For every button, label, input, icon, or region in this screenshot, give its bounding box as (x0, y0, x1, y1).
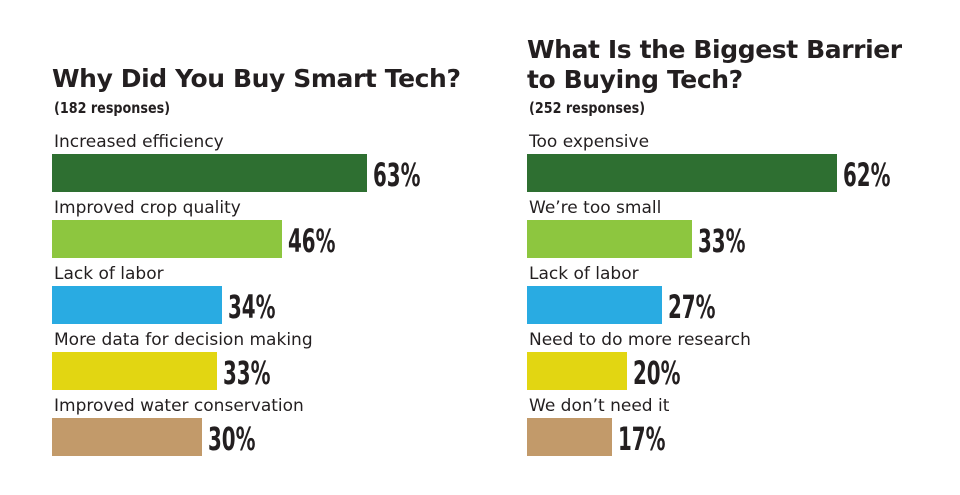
bar (527, 220, 692, 258)
value-label: 33% (223, 354, 271, 392)
value-label: 17% (618, 420, 666, 458)
bar-chart: Too expensive 62% We’re too small 33% Lack o… (527, 0, 947, 495)
category-label: We’re too small (529, 198, 662, 218)
chart-panel-right: What Is the Biggest Barrier to Buying Te… (527, 0, 947, 495)
value-label: 20% (633, 354, 681, 392)
category-label: Lack of labor (529, 264, 639, 284)
chart-subtitle: (182 responses) (54, 99, 171, 117)
category-label: Improved water conservation (54, 396, 304, 416)
bar (52, 352, 217, 390)
category-label: Too expensive (529, 132, 650, 152)
value-label: 62% (843, 156, 891, 194)
value-label: 30% (208, 420, 256, 458)
bar (52, 220, 282, 258)
bar (52, 418, 202, 456)
chart-title: Why Did You Buy Smart Tech? (52, 64, 461, 93)
category-label: Improved crop quality (54, 198, 241, 218)
category-label: More data for decision making (54, 330, 313, 350)
chart-panel-left: Why Did You Buy Smart Tech? (182 respons… (52, 0, 472, 495)
category-label: We don’t need it (529, 396, 670, 416)
bar (52, 154, 367, 192)
category-label: Increased efficiency (54, 132, 224, 152)
bar (52, 286, 222, 324)
bar (527, 418, 612, 456)
category-label: Lack of labor (54, 264, 164, 284)
value-label: 27% (668, 288, 716, 326)
category-label: Need to do more research (529, 330, 751, 350)
value-label: 46% (288, 222, 336, 260)
chart-subtitle: (252 responses) (529, 99, 646, 117)
value-label: 34% (228, 288, 276, 326)
bar (527, 154, 837, 192)
bar-chart: Increased efficiency 63% Improved crop qua… (52, 0, 472, 495)
bar (527, 286, 662, 324)
value-label: 33% (698, 222, 746, 260)
value-label: 63% (373, 156, 421, 194)
chart-title-line-1: What Is the Biggest Barrier (527, 35, 902, 64)
chart-title-line-2: to Buying Tech? (527, 65, 743, 94)
bar (527, 352, 627, 390)
